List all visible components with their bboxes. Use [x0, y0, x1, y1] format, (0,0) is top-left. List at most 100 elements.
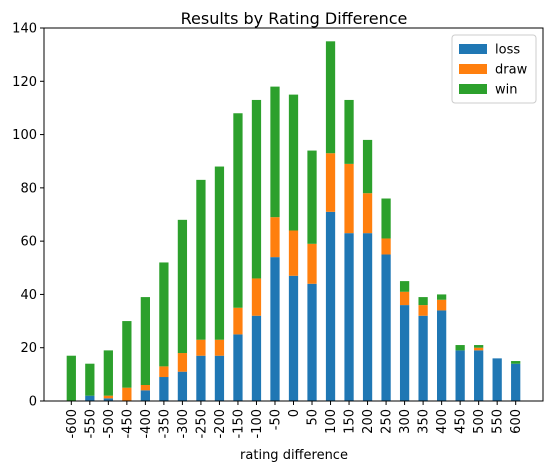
- x-tick-label: -600: [65, 409, 80, 439]
- x-tick-label: 250: [380, 409, 395, 434]
- bar-win--550: [85, 363, 95, 396]
- legend: loss draw win: [451, 34, 537, 104]
- bar-loss--500: [103, 398, 113, 401]
- x-tick-label: -500: [102, 409, 117, 439]
- bar-loss-450: [455, 350, 465, 401]
- x-tick-label: 500: [472, 409, 487, 434]
- legend-label-draw: draw: [495, 63, 528, 78]
- bar-loss-100: [325, 211, 336, 401]
- bar-win-200: [362, 139, 373, 194]
- x-axis: -600 -550 -500 -450 -400 -350 -300 -250 -200 -150…: [65, 401, 524, 439]
- bar-draw--200: [214, 339, 225, 356]
- bar-loss-0: [288, 275, 299, 401]
- bar-draw--100: [251, 278, 262, 316]
- x-tick-label: 200: [361, 409, 376, 434]
- bar-win--450: [122, 321, 132, 388]
- bar-draw--50: [270, 217, 280, 258]
- bar-draw-500: [474, 347, 484, 351]
- x-tick-label: -50: [268, 409, 283, 430]
- bar-loss--300: [177, 371, 188, 401]
- bar-draw--150: [233, 307, 243, 335]
- bar-draw-250: [381, 238, 391, 255]
- bar-draw-100: [325, 153, 336, 212]
- bar-loss-250: [381, 254, 391, 401]
- bar-draw--400: [140, 385, 150, 391]
- bar-win--250: [196, 179, 206, 340]
- bar-win-150: [344, 99, 354, 164]
- bar-loss--250: [196, 355, 206, 401]
- bar-win--300: [177, 219, 188, 354]
- bar-win--400: [140, 297, 150, 386]
- bar-win--500: [103, 350, 113, 396]
- y-tick-label: 120: [12, 75, 37, 90]
- bar-win--150: [233, 113, 243, 308]
- bar-loss--400: [140, 390, 150, 401]
- y-tick-label: 40: [20, 288, 37, 303]
- bar-win--350: [159, 262, 169, 367]
- bar-loss-200: [362, 233, 373, 401]
- y-tick-label: 100: [12, 128, 37, 143]
- x-tick-label: 100: [324, 409, 339, 434]
- x-tick-label: 550: [491, 409, 506, 434]
- bar-loss--150: [233, 334, 243, 401]
- bar-win-300: [399, 281, 410, 292]
- bar-draw--350: [159, 366, 169, 378]
- x-tick-label: 150: [343, 409, 358, 434]
- x-tick-label: 600: [509, 409, 524, 434]
- bar-loss-400: [437, 310, 447, 401]
- bar-loss-300: [399, 305, 410, 401]
- legend-swatch-win: [459, 84, 487, 94]
- legend-swatch-loss: [459, 44, 487, 54]
- x-tick-label: 450: [454, 409, 469, 434]
- bars-layer: [66, 41, 521, 401]
- bar-win--200: [214, 166, 225, 340]
- bar-win-350: [418, 297, 428, 306]
- bar-loss--550: [85, 395, 95, 401]
- bar-win-250: [381, 198, 391, 239]
- bar-draw--500: [103, 395, 113, 399]
- legend-swatch-draw: [459, 64, 487, 74]
- x-axis-label: rating difference: [240, 448, 348, 463]
- bar-draw-400: [437, 299, 447, 311]
- bar-win--50: [270, 86, 280, 218]
- bar-draw-300: [399, 291, 410, 306]
- bar-win--600: [66, 355, 76, 401]
- bar-win--100: [251, 99, 262, 279]
- bar-win-500: [474, 345, 484, 348]
- bar-draw-50: [307, 243, 317, 284]
- x-tick-label: 400: [435, 409, 450, 434]
- y-tick-label: 140: [12, 22, 37, 37]
- bar-draw-150: [344, 163, 354, 234]
- chart-title: Results by Rating Difference: [181, 9, 408, 28]
- bar-win-100: [325, 41, 336, 154]
- bar-loss-350: [418, 315, 428, 401]
- bar-win-50: [307, 150, 317, 244]
- x-tick-label: -150: [231, 409, 246, 439]
- bar-draw-350: [418, 305, 428, 316]
- y-tick-label: 0: [29, 395, 37, 410]
- x-tick-label: -250: [194, 409, 209, 439]
- bar-loss--100: [251, 315, 262, 401]
- x-tick-label: -200: [213, 409, 228, 439]
- bar-loss-550: [492, 358, 502, 401]
- bar-draw--250: [196, 339, 206, 356]
- y-tick-label: 80: [20, 181, 37, 196]
- legend-label-loss: loss: [495, 43, 520, 58]
- bar-loss-150: [344, 233, 354, 401]
- y-axis: 0 20 40 60 80 100 120 140: [12, 22, 44, 410]
- bar-draw-0: [288, 230, 299, 276]
- bar-loss-500: [474, 350, 484, 401]
- x-tick-label: -550: [83, 409, 98, 439]
- x-tick-label: 300: [398, 409, 413, 434]
- bar-loss-50: [307, 283, 317, 401]
- bar-draw-200: [362, 193, 373, 234]
- bar-win-450: [455, 345, 465, 351]
- x-tick-label: -400: [139, 409, 154, 439]
- x-tick-label: -350: [157, 409, 172, 439]
- y-tick-label: 60: [20, 235, 37, 250]
- x-tick-label: -100: [250, 409, 265, 439]
- bar-loss--50: [270, 257, 280, 401]
- bar-draw--300: [177, 353, 188, 372]
- x-tick-label: -300: [176, 409, 191, 439]
